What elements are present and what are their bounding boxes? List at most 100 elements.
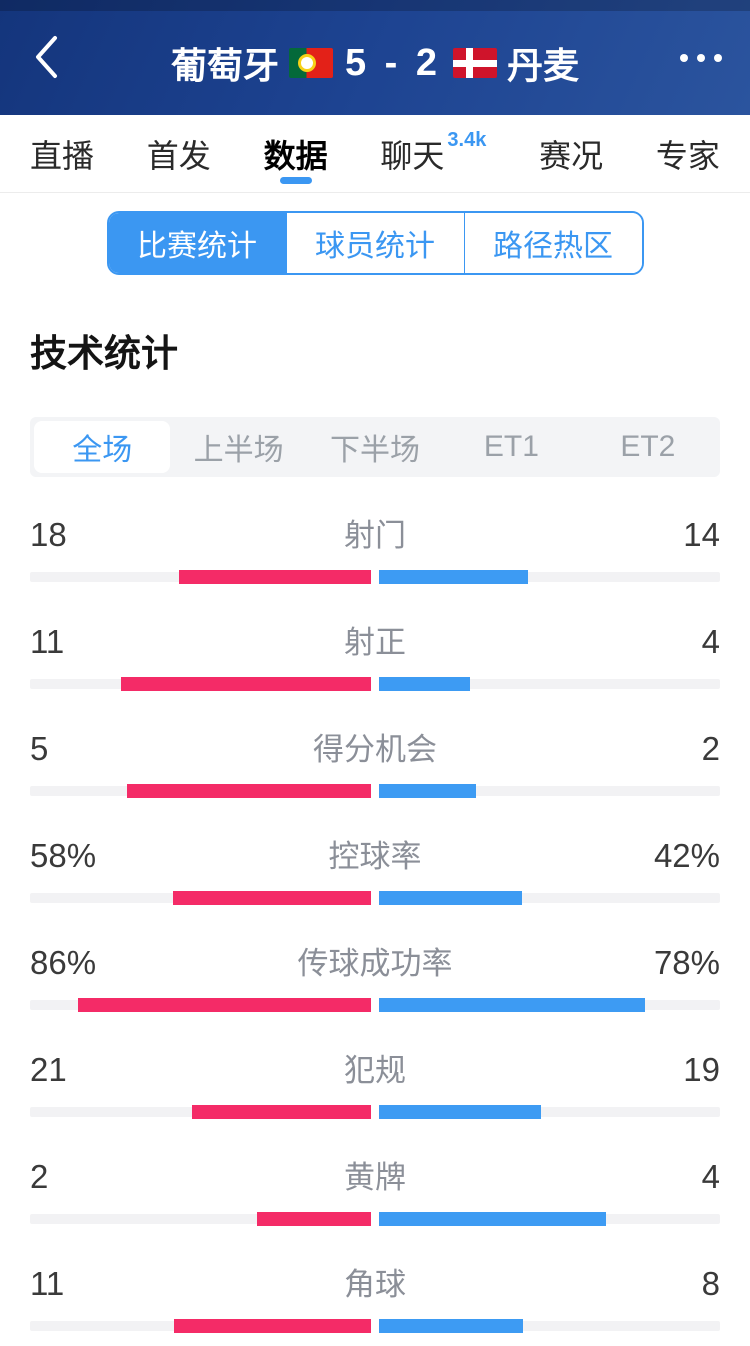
home-bar-fill — [179, 570, 371, 584]
stat-label: 得分机会 — [313, 732, 437, 767]
home-bar-fill — [257, 1212, 371, 1226]
stat-home-value: 11 — [30, 623, 65, 660]
more-options-button[interactable] — [680, 46, 722, 70]
selected-tab-indicator — [279, 177, 312, 184]
away-bar-track — [379, 679, 720, 689]
home-bar-side — [30, 891, 371, 905]
stat-row: 11 角球 8 — [30, 1264, 720, 1333]
stat-home-value: 2 — [30, 1158, 49, 1195]
period-tab-label: ET2 — [620, 430, 676, 463]
home-bar-fill — [173, 891, 371, 905]
home-bar-track — [30, 1214, 371, 1224]
period-tab-label: 下半场 — [330, 434, 421, 467]
stat-type-tab-0[interactable]: 比赛统计 — [108, 213, 286, 273]
stat-type-tab-label: 路径热区 — [493, 230, 613, 263]
stat-row: 58% 控球率 42% — [30, 836, 720, 905]
home-bar-side — [30, 677, 371, 691]
match-score: 5 - 2 — [344, 41, 442, 84]
home-team-name: 葡萄牙 — [170, 45, 279, 86]
period-tab-label: 上半场 — [193, 434, 284, 467]
stat-comparison-bar — [30, 784, 720, 798]
away-bar-fill — [379, 1105, 541, 1119]
stat-home-value: 18 — [30, 516, 67, 553]
stat-type-tab-2[interactable]: 路径热区 — [463, 213, 642, 273]
away-bar-side — [379, 998, 720, 1012]
period-tabbar: 全场 上半场 下半场 ET1 ET2 — [30, 417, 720, 477]
stat-away-value: 4 — [701, 1158, 720, 1195]
home-bar-fill — [191, 1105, 371, 1119]
away-bar-track — [379, 786, 720, 796]
stat-home-value: 5 — [30, 730, 49, 767]
away-bar-fill — [379, 1319, 523, 1333]
stat-away-value: 2 — [701, 730, 720, 767]
stat-away-value: 78% — [653, 944, 720, 981]
back-button[interactable] — [26, 32, 66, 84]
nav-tab-3[interactable]: 聊天 3.4k — [380, 115, 486, 192]
stat-comparison-bar — [30, 1319, 720, 1333]
away-bar-fill — [379, 891, 523, 905]
home-bar-fill — [173, 1319, 371, 1333]
away-bar-side — [379, 784, 720, 798]
period-tab-2[interactable]: 下半场 — [307, 421, 443, 473]
home-bar-side — [30, 998, 371, 1012]
stat-row: 11 射正 4 — [30, 622, 720, 691]
stat-type-tab-1[interactable]: 球员统计 — [285, 213, 464, 273]
away-bar-fill — [379, 998, 645, 1012]
period-tab-3[interactable]: ET1 — [443, 421, 579, 473]
match-header: 葡萄牙 5 - 2 丹麦 — [0, 0, 750, 115]
technical-stats-list: 18 射门 14 11 射正 4 — [0, 515, 750, 1333]
stat-row: 21 犯规 19 — [30, 1050, 720, 1119]
stat-home-value: 11 — [30, 1265, 65, 1302]
stat-away-value: 4 — [701, 623, 720, 660]
away-bar-track — [379, 1321, 720, 1331]
home-bar-side — [30, 1212, 371, 1226]
nav-tab-label: 赛况 — [539, 137, 604, 174]
stat-home-value: 86% — [30, 944, 97, 981]
nav-tab-1[interactable]: 首发 — [147, 115, 211, 192]
nav-tab-label: 直播 — [30, 137, 95, 174]
stat-away-value: 42% — [653, 837, 720, 874]
stat-comparison-bar — [30, 998, 720, 1012]
nav-tab-badge: 3.4k — [447, 129, 487, 151]
stat-comparison-bar — [30, 891, 720, 905]
stat-label: 射门 — [344, 518, 406, 553]
home-bar-side — [30, 1319, 371, 1333]
away-bar-side — [379, 1319, 720, 1333]
away-bar-fill — [379, 570, 529, 584]
stat-away-value: 14 — [683, 516, 720, 553]
away-bar-side — [379, 1105, 720, 1119]
stat-away-value: 19 — [683, 1051, 720, 1088]
nav-tab-5[interactable]: 专家 — [656, 115, 720, 192]
stat-home-value: 58% — [30, 837, 97, 874]
stat-comparison-bar — [30, 1212, 720, 1226]
stat-comparison-bar — [30, 570, 720, 584]
nav-tab-0[interactable]: 直播 — [30, 115, 94, 192]
home-bar-fill — [127, 784, 371, 798]
nav-tabbar: 直播 首发 数据 聊天 3.4k 赛况 专家 — [0, 115, 750, 193]
period-tab-label: 全场 — [72, 434, 133, 467]
stat-label: 传球成功率 — [297, 946, 453, 981]
nav-tab-label: 首发 — [146, 137, 211, 174]
stat-comparison-bar — [30, 1105, 720, 1119]
stat-label: 角球 — [344, 1267, 406, 1302]
stat-away-value: 8 — [701, 1265, 720, 1302]
period-tab-4[interactable]: ET2 — [580, 421, 716, 473]
chevron-left-icon — [33, 34, 59, 83]
stat-comparison-bar — [30, 677, 720, 691]
nav-tab-4[interactable]: 赛况 — [539, 115, 603, 192]
stat-label: 黄牌 — [344, 1160, 406, 1195]
away-team-name: 丹麦 — [507, 45, 580, 86]
nav-tab-2[interactable]: 数据 — [264, 115, 328, 192]
home-bar-fill — [77, 998, 371, 1012]
period-tab-label: ET1 — [483, 430, 539, 463]
period-tab-0[interactable]: 全场 — [34, 421, 171, 473]
section-title: 技术统计 — [30, 333, 178, 374]
away-bar-track — [379, 1107, 720, 1117]
denmark-flag-icon — [453, 48, 498, 78]
away-bar-side — [379, 1212, 720, 1226]
nav-tab-label: 数据 — [263, 137, 328, 174]
stat-label: 控球率 — [328, 839, 422, 874]
stat-row: 18 射门 14 — [30, 515, 720, 584]
away-bar-track — [379, 572, 720, 582]
period-tab-1[interactable]: 上半场 — [170, 421, 306, 473]
